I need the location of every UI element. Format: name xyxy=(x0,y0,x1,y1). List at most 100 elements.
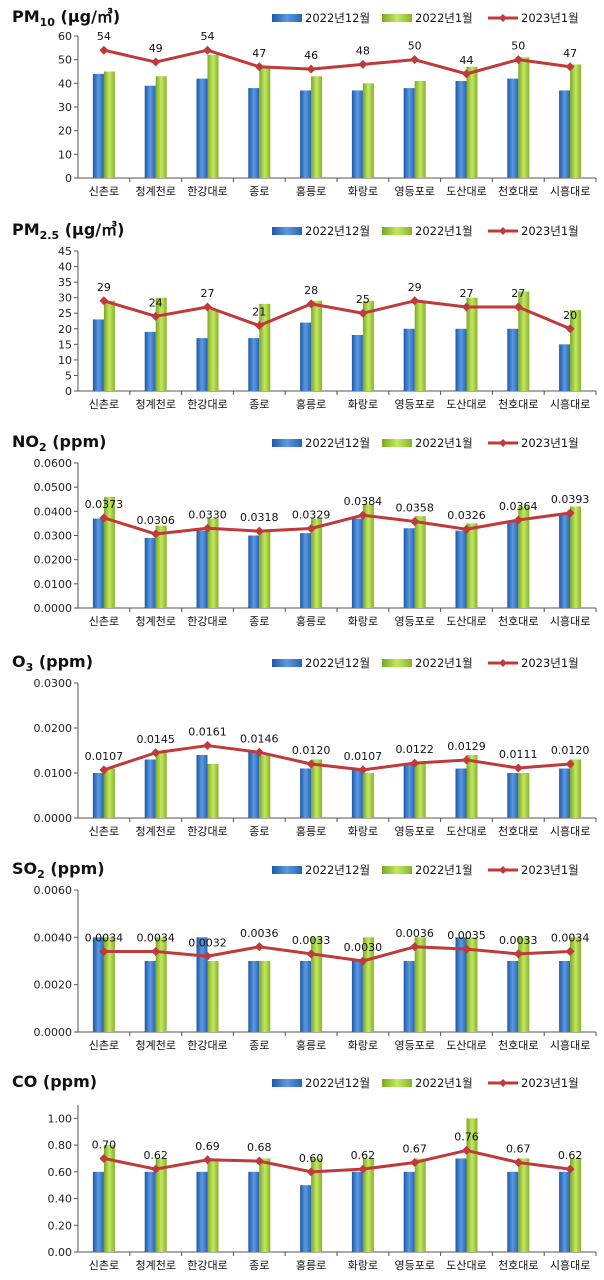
data-label: 0.0145 xyxy=(136,733,175,746)
bar-2022-01 xyxy=(155,525,167,608)
line-point xyxy=(513,55,523,65)
data-label: 0.76 xyxy=(454,1130,479,1143)
bar-2022-01 xyxy=(259,530,271,608)
line-point xyxy=(358,765,368,775)
category-label: 천호대로 xyxy=(498,824,538,838)
bar-2022-01 xyxy=(362,504,374,608)
chart-title-main: SO xyxy=(12,859,37,878)
y-tick-label: 0.0300 xyxy=(34,677,73,690)
y-tick-label: 50 xyxy=(58,54,72,67)
y-tick-label: 60 xyxy=(58,30,72,43)
data-label: 24 xyxy=(149,296,163,309)
data-label: 0.62 xyxy=(351,1149,376,1162)
data-label: 27 xyxy=(460,287,474,300)
category-label: 신촌로 xyxy=(89,185,119,198)
data-label: 0.67 xyxy=(506,1142,531,1155)
line-point xyxy=(410,1157,420,1167)
legend-swatch-1 xyxy=(382,866,412,874)
data-label: 21 xyxy=(252,306,266,319)
legend-marker xyxy=(499,1079,507,1087)
category-label: 천호대로 xyxy=(498,184,538,198)
line-2023-01 xyxy=(103,299,571,331)
bar-2022-01 xyxy=(207,961,219,1032)
bar-2022-12 xyxy=(351,90,363,178)
bar-2022-01 xyxy=(570,759,582,818)
category-label: 청계천로 xyxy=(135,184,175,198)
chart-title-rest: (μg/㎥) xyxy=(59,220,124,239)
bar-2022-12 xyxy=(351,335,363,391)
chart-title-rest: (ppm) xyxy=(37,1072,97,1091)
bar-2022-01 xyxy=(311,300,323,391)
bar-2022-12 xyxy=(196,78,208,178)
y-tick-label: 0.40 xyxy=(48,1193,73,1206)
bar-2022-01 xyxy=(259,755,271,818)
bar-2022-12 xyxy=(403,328,415,391)
chart-title: CO (ppm) xyxy=(12,1072,97,1091)
bar-2022-12 xyxy=(300,322,312,391)
bar-2022-12 xyxy=(507,1171,519,1252)
data-label: 0.0326 xyxy=(447,509,486,522)
line-point xyxy=(358,59,368,69)
bar-2022-12 xyxy=(248,1171,260,1252)
line-point xyxy=(254,942,264,952)
bar-2022-12 xyxy=(559,90,571,178)
bar-2022-12 xyxy=(300,961,312,1032)
category-label: 시흥대로 xyxy=(550,824,590,838)
y-tick-label: 40 xyxy=(58,261,72,274)
chart-title: PM10 (μg/㎥) xyxy=(12,7,120,29)
legend-swatch-0 xyxy=(272,659,302,667)
data-label: 29 xyxy=(97,281,111,294)
bar-2022-12 xyxy=(144,85,156,178)
bar-2022-12 xyxy=(300,90,312,178)
chart-3: O3 (ppm) 2022년12월 2022년1월 2023년1월 0.0000 0.01… xyxy=(12,652,597,838)
bar-2022-01 xyxy=(466,523,478,608)
bar-2022-12 xyxy=(144,759,156,818)
line-point xyxy=(306,759,316,769)
y-tick-label: 0.80 xyxy=(48,1139,73,1152)
bar-2022-01 xyxy=(414,764,426,818)
legend-label-2: 2023년1월 xyxy=(521,436,579,450)
legend-label-0: 2022년12월 xyxy=(305,11,370,25)
category-label: 청계천로 xyxy=(135,824,175,838)
bar-2022-12 xyxy=(300,1185,312,1252)
bar-2022-01 xyxy=(259,303,271,391)
bar-2022-12 xyxy=(507,328,519,391)
bar-2022-12 xyxy=(455,937,467,1032)
data-label: 50 xyxy=(408,40,422,53)
category-label: 도산대로 xyxy=(446,615,486,628)
line-point xyxy=(306,523,316,533)
data-label: 0.0161 xyxy=(188,726,227,739)
bar-2022-01 xyxy=(466,937,478,1032)
data-label: 47 xyxy=(252,47,266,60)
bar-2022-12 xyxy=(248,535,260,608)
bar-2022-12 xyxy=(559,513,571,608)
bar-2022-12 xyxy=(403,961,415,1032)
line-point xyxy=(358,1164,368,1174)
bar-2022-12 xyxy=(300,768,312,818)
line-point xyxy=(565,62,575,72)
y-tick-label: 45 xyxy=(58,245,72,258)
legend-label-1: 2022년1월 xyxy=(415,1076,473,1090)
category-label: 천호대로 xyxy=(498,397,538,411)
bar-2022-12 xyxy=(351,961,363,1032)
category-label: 종로 xyxy=(249,1259,269,1272)
bar-2022-01 xyxy=(259,66,271,178)
bar-2022-01 xyxy=(362,773,374,818)
chart-title: O3 (ppm) xyxy=(12,652,93,674)
data-label: 0.0034 xyxy=(551,932,590,945)
bar-2022-12 xyxy=(507,773,519,818)
line-point xyxy=(306,1167,316,1177)
category-label: 화랑로 xyxy=(348,185,378,198)
legend-label-2: 2023년1월 xyxy=(521,11,579,25)
data-label: 0.70 xyxy=(92,1138,117,1151)
chart-title-sub: 2 xyxy=(37,868,45,881)
legend-label-1: 2022년1월 xyxy=(415,224,473,238)
line-point xyxy=(565,324,575,334)
chart-0: PM10 (μg/㎥) 2022년12월 2022년1월 2023년1월0102030… xyxy=(12,7,597,198)
legend-swatch-1 xyxy=(382,439,412,447)
y-tick-label: 15 xyxy=(58,338,72,351)
line-point xyxy=(462,1145,471,1155)
category-label: 시흥대로 xyxy=(550,614,590,628)
category-label: 종로 xyxy=(249,185,269,198)
line-point xyxy=(203,302,212,312)
